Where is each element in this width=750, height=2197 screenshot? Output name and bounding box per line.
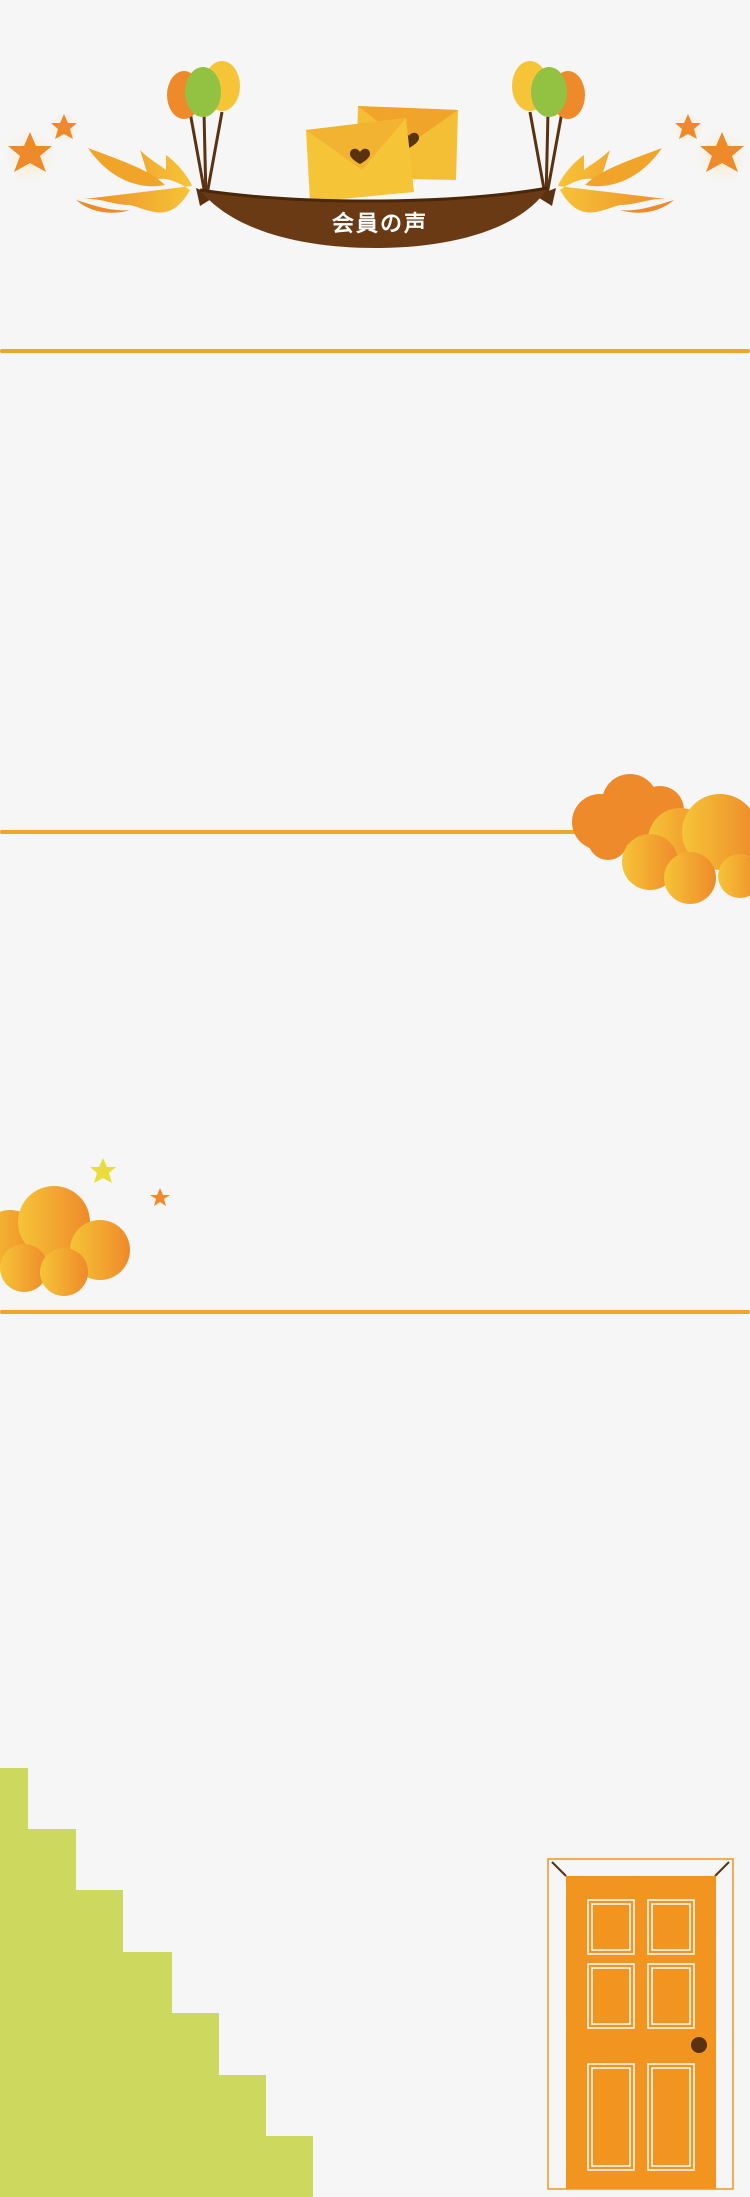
section-divider [0,830,750,834]
star-icon [692,127,750,187]
star-icon [0,127,60,187]
star-icon [46,110,82,146]
balloon-bunch-icon [512,61,585,206]
door-icon [547,1858,734,2190]
bird-icon [558,148,674,213]
banner-ribbon [200,188,548,248]
bird-icon [76,148,192,213]
stairs-icon [0,1768,313,2197]
section-divider [0,1310,750,1314]
envelope-heart-icon [306,118,414,202]
cloud-icon [0,1158,170,1296]
header-illustration [0,61,750,248]
balloon-bunch-icon [167,61,240,206]
star-icon [670,110,706,146]
door-knob [691,2037,707,2053]
section-divider [0,349,750,353]
star-icon [150,1188,170,1206]
star-icon [90,1158,116,1183]
cloud-icon [572,774,750,904]
banner-title: 会員の声 [331,212,428,237]
